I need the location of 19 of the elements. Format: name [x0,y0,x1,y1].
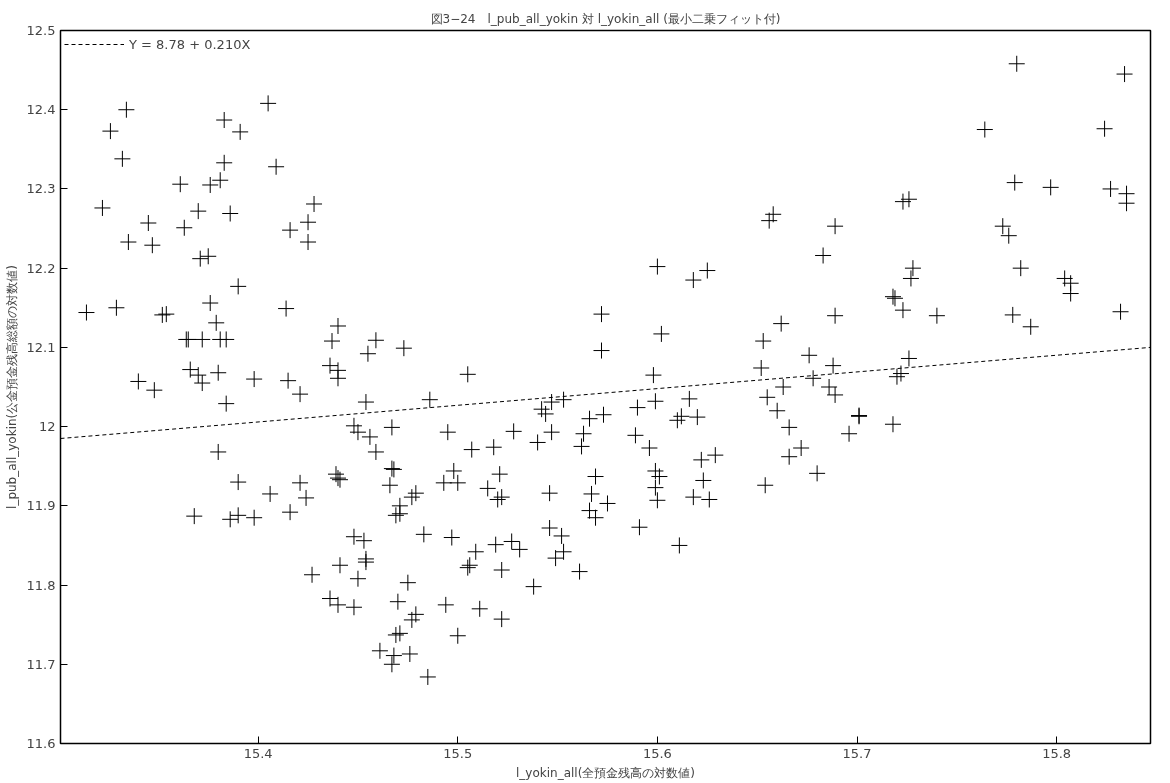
y-tick-label: 12.1 [26,339,56,355]
x-axis-title: l_yokin_all(全預金残高の対数値) [515,765,696,780]
y-tick-label: 12.5 [26,23,56,38]
chart-title: 図3−24 l_pub_all_yokin 対 l_yokin_all (最小二乗フィット付) [430,11,781,26]
x-tick-label: 15.5 [443,745,473,761]
x-tick-label: 15.7 [842,745,872,761]
y-tick-label: 12.3 [26,181,56,197]
y-tick-label: 12.2 [26,260,56,276]
y-tick-label: 12.4 [26,102,56,118]
y-tick-label: 11.9 [26,498,56,514]
x-tick-label: 15.4 [243,745,273,761]
y-tick-label: 11.6 [26,736,56,751]
y-axis-title: l_pub_all_yokin(公金預金残高総額の対数値) [4,265,19,509]
y-tick-label: 11.8 [26,577,56,593]
legend-label: Y = 8.78 + 0.210X [129,36,251,52]
x-tick-label: 15.6 [642,745,672,761]
y-tick-label: 12 [38,419,56,435]
x-tick-label: 15.8 [1042,745,1072,761]
y-tick-label: 11.7 [26,656,56,672]
